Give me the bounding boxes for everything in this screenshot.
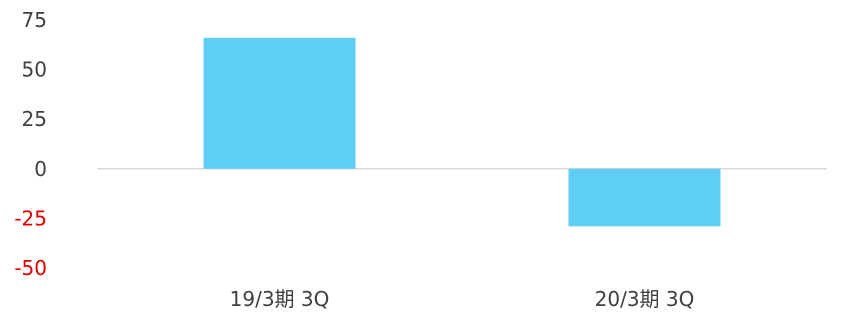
y-tick-label: 50 [22, 58, 47, 82]
y-tick-label: 25 [22, 107, 47, 131]
x-category-label: 19/3期 3Q [230, 287, 330, 311]
bar [568, 168, 721, 227]
x-category-label: 20/3期 3Q [595, 287, 695, 311]
y-tick-label: -50 [14, 256, 47, 280]
x-axis: 19/3期 3Q 20/3期 3Q [230, 287, 695, 311]
bar [203, 37, 356, 169]
bars [203, 37, 721, 227]
y-tick-label: -25 [14, 206, 47, 230]
y-tick-label: 75 [22, 8, 47, 32]
y-tick-label: 0 [34, 157, 47, 181]
y-axis: 75 50 25 0 -25 -50 [14, 8, 47, 280]
